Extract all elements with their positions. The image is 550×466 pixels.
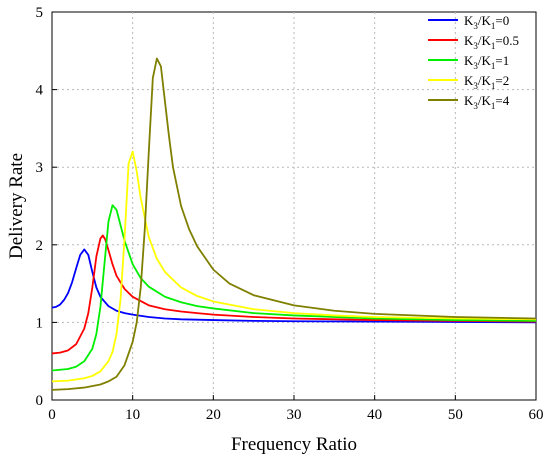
series-line-3 (51, 150, 537, 383)
series-lines (51, 57, 537, 391)
plot-area (51, 11, 537, 401)
x-tick-label: 50 (448, 407, 463, 423)
y-tick-label: 2 (36, 238, 44, 254)
y-axis-label: Delivery Rate (6, 153, 27, 259)
legend-label-0: K3/K1=0 (464, 13, 509, 31)
y-tick-label: 4 (36, 83, 44, 99)
legend-label-3: K3/K1=2 (464, 73, 509, 91)
x-tick-label: 10 (125, 407, 140, 423)
y-tick-label: 5 (36, 5, 44, 21)
x-tick-label: 20 (206, 407, 221, 423)
axes: 0 10 20 30 40 50 60 0 1 2 3 4 5 (36, 5, 544, 423)
x-axis-label: Frequency Ratio (231, 434, 357, 455)
legend-label-1: K3/K1=0.5 (464, 33, 519, 51)
y-tick-label: 0 (36, 393, 44, 409)
grid (52, 12, 536, 400)
series-line-2 (51, 204, 537, 372)
series-line-4 (51, 57, 537, 391)
legend: K3/K1=0 K3/K1=0.5 K3/K1=1 K3/K1=2 K3/K1=4 (428, 13, 519, 111)
x-tick-label: 60 (529, 407, 544, 423)
y-tick-label: 3 (36, 160, 44, 176)
x-tick-label: 40 (367, 407, 382, 423)
x-tick-label: 0 (48, 407, 56, 423)
series-line-1 (51, 234, 537, 355)
series-line-0 (51, 248, 537, 324)
legend-label-2: K3/K1=1 (464, 53, 509, 71)
legend-label-4: K3/K1=4 (464, 93, 510, 111)
x-tick-label: 30 (287, 407, 302, 423)
y-tick-label: 1 (36, 315, 44, 331)
